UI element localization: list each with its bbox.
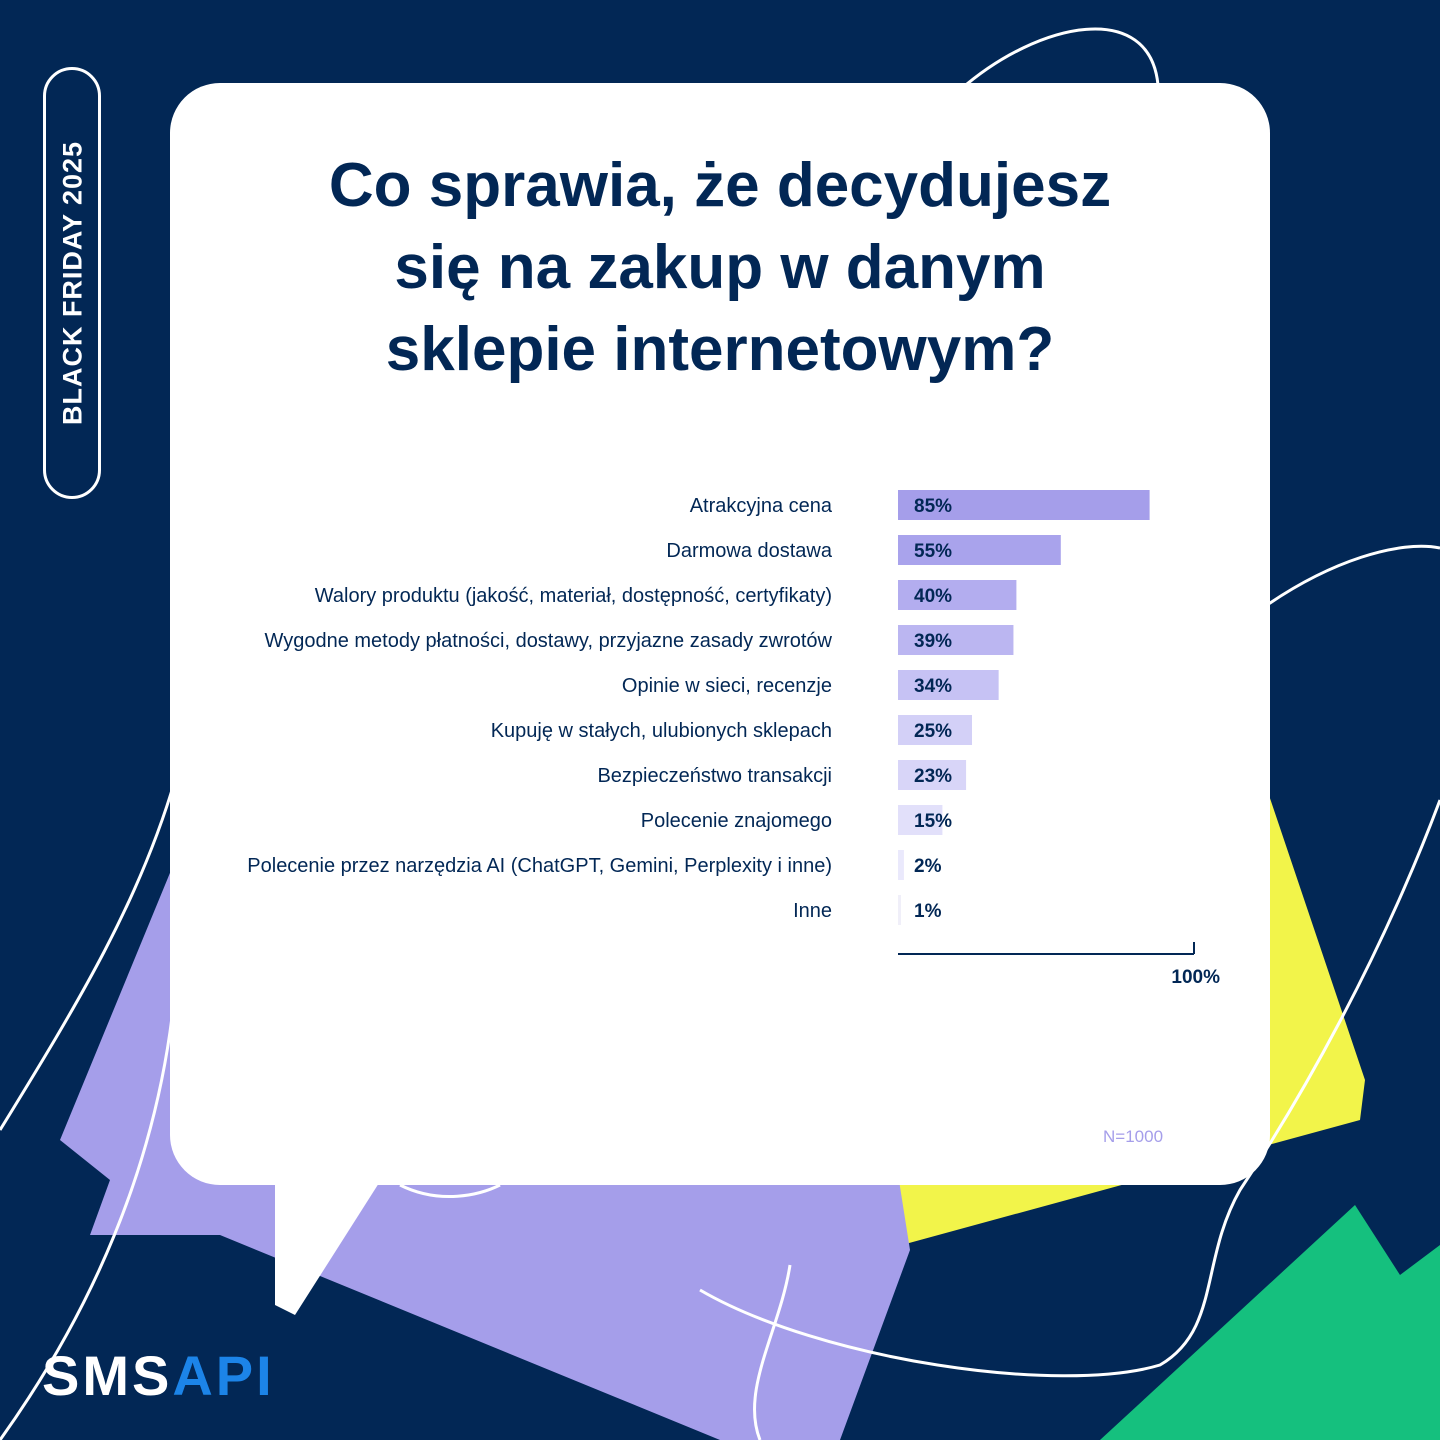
chart-title: Co sprawia, że decydujesz się na zakup w…	[170, 145, 1270, 391]
category-label: Darmowa dostawa	[666, 540, 833, 562]
value-label: 34%	[914, 676, 952, 697]
sample-size-note: N=1000	[1103, 1127, 1164, 1146]
title-line: sklepie internetowym?	[385, 315, 1055, 384]
category-label: Polecenie znajomego	[641, 810, 832, 832]
category-label: Wygodne metody płatności, dostawy, przyj…	[265, 630, 833, 652]
bar	[898, 895, 901, 925]
logo-text-api: API	[172, 1344, 275, 1407]
value-label: 15%	[914, 811, 952, 832]
value-label: 55%	[914, 541, 952, 562]
bar	[898, 580, 1017, 610]
value-label: 2%	[914, 856, 942, 877]
side-label: BLACK FRIDAY 2025	[57, 140, 88, 426]
bar	[898, 805, 943, 835]
decorative-line	[699, 799, 1440, 1378]
value-label: 23%	[914, 766, 952, 787]
category-label: Walory produktu (jakość, materiał, dostę…	[315, 585, 832, 607]
title-line: się na zakup w danym	[394, 233, 1046, 302]
decorative-line	[0, 989, 177, 1440]
value-label: 1%	[914, 901, 942, 922]
bar	[898, 715, 972, 745]
category-label: Kupuję w stałych, ulubionych sklepach	[491, 720, 832, 742]
value-label: 85%	[914, 496, 952, 517]
bar	[898, 490, 1150, 520]
decorative-line	[0, 779, 177, 1131]
decorative-line	[399, 1183, 501, 1198]
decorative-line	[1259, 544, 1440, 612]
category-label: Atrakcyjna cena	[690, 495, 833, 517]
green-shape	[1100, 1205, 1440, 1440]
value-label: 39%	[914, 631, 952, 652]
smsapi-logo: SMSAPI	[42, 1348, 275, 1404]
white-bubble-tail	[275, 1150, 400, 1315]
category-label: Polecenie przez narzędzia AI (ChatGPT, G…	[247, 855, 832, 877]
chart-card: Co sprawia, że decydujesz się na zakup w…	[170, 83, 1270, 1185]
category-label: Inne	[793, 900, 832, 922]
decorative-line	[959, 27, 1160, 92]
bar-chart: Atrakcyjna cena 85% Darmowa dostawa 55% Walo…	[247, 490, 1220, 988]
value-label: 40%	[914, 586, 952, 607]
bar	[898, 670, 999, 700]
bar	[898, 760, 967, 790]
title-line: Co sprawia, że decydujesz	[328, 151, 1112, 220]
value-label: 25%	[914, 721, 952, 742]
category-label: Bezpieczeństwo transakcji	[597, 765, 832, 787]
decorative-line	[753, 1264, 792, 1440]
logo-text-sms: SMS	[42, 1344, 173, 1407]
bar	[898, 625, 1014, 655]
x-axis-end-label: 100%	[1171, 967, 1220, 988]
category-label: Opinie w sieci, recenzje	[622, 675, 832, 697]
bar	[898, 535, 1061, 565]
bar	[898, 850, 904, 880]
side-pill-frame	[43, 67, 101, 499]
